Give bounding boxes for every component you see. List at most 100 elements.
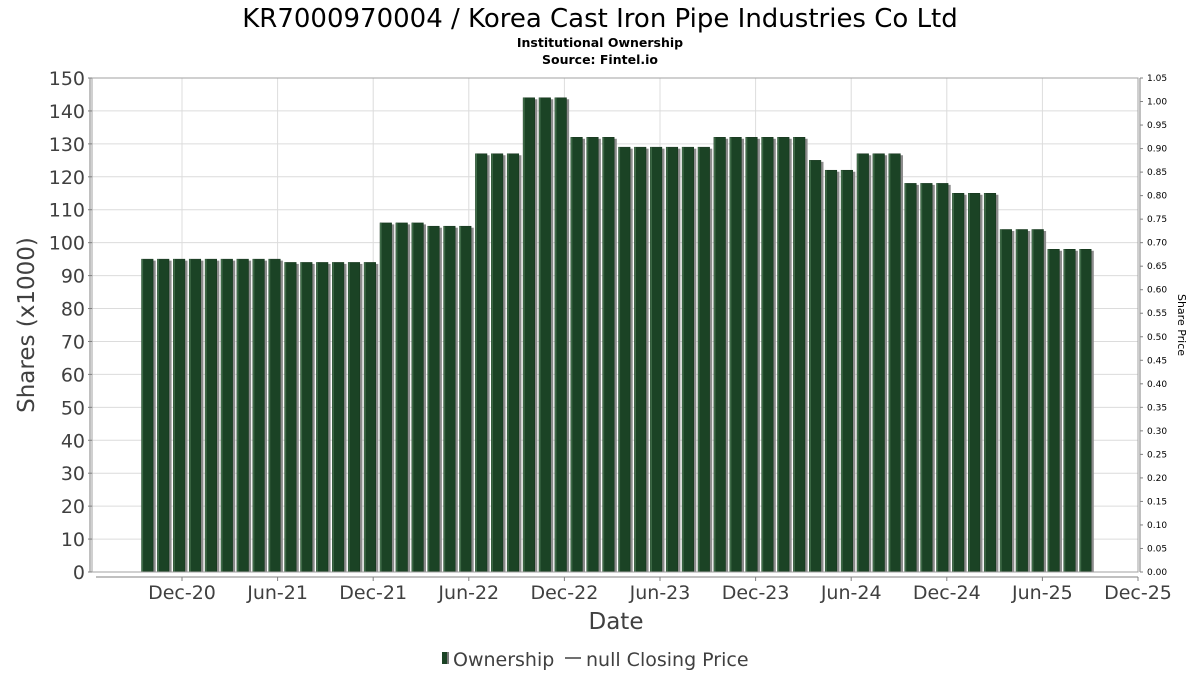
ownership-bar xyxy=(252,258,267,573)
bar-highlight xyxy=(141,259,144,572)
ownership-bar xyxy=(618,146,633,573)
right-tick-label: 1.00 xyxy=(1147,98,1167,108)
ownership-bar xyxy=(968,193,983,573)
bar-body xyxy=(141,258,154,573)
right-tick-label: 0.15 xyxy=(1147,497,1167,507)
ownership-bar xyxy=(856,153,872,573)
x-tick-label: Dec-25 xyxy=(1104,582,1172,604)
bar-body xyxy=(252,258,265,573)
bar-body xyxy=(793,137,806,573)
x-tick-label: Jun-25 xyxy=(1011,582,1073,604)
legend: Ownership null Closing Price xyxy=(442,649,749,671)
bar-highlight xyxy=(1000,229,1002,572)
bar-highlight xyxy=(729,137,732,572)
ownership-bar xyxy=(411,222,426,573)
bar-body xyxy=(681,146,694,573)
bar-body xyxy=(1015,229,1028,573)
bar-body xyxy=(761,137,774,573)
bar-highlight xyxy=(189,259,191,572)
y-tick-label: 80 xyxy=(61,299,85,321)
bar-body xyxy=(777,137,790,573)
y-tick-label: 120 xyxy=(49,167,85,189)
bar-body xyxy=(904,183,917,573)
ownership-bar xyxy=(204,258,220,573)
bar-body xyxy=(618,146,631,573)
x-axis-label: Date xyxy=(589,609,644,635)
bar-body xyxy=(1031,229,1044,573)
bar-highlight xyxy=(745,137,748,572)
x-tick-label: Jun-23 xyxy=(629,582,691,604)
bar-body xyxy=(491,153,504,573)
bar-body xyxy=(522,97,535,573)
right-tick-label: 0.05 xyxy=(1147,544,1167,554)
y-tick-label: 10 xyxy=(61,529,85,551)
y-tick-label: 100 xyxy=(49,233,85,255)
bar-body xyxy=(204,258,217,573)
bar-body xyxy=(316,262,329,573)
y-tick-label: 40 xyxy=(61,430,85,452)
ownership-bar xyxy=(395,222,411,573)
bar-body xyxy=(570,137,583,573)
ownership-bar xyxy=(872,153,888,573)
bar-highlight xyxy=(221,259,223,572)
right-tick-label: 0.90 xyxy=(1147,145,1167,155)
bar-body xyxy=(745,137,758,573)
bar-highlight xyxy=(809,160,811,573)
bar-highlight xyxy=(666,147,668,572)
bar-highlight xyxy=(443,226,446,572)
ownership-bar xyxy=(538,97,554,573)
ownership-bar xyxy=(491,153,506,573)
ownership-bar xyxy=(347,262,363,573)
right-tick-label: 0.30 xyxy=(1147,427,1167,437)
bar-highlight xyxy=(682,147,684,572)
bar-body xyxy=(983,193,997,573)
y-tick-label: 110 xyxy=(49,200,85,222)
x-tick-label: Jun-24 xyxy=(820,582,882,604)
bar-highlight xyxy=(395,222,398,572)
ownership-bar xyxy=(1079,249,1094,573)
bar-body xyxy=(332,262,345,573)
bar-highlight xyxy=(236,259,239,572)
ownership-bar xyxy=(681,146,697,573)
bar-body xyxy=(968,193,981,573)
bar-body xyxy=(443,225,456,573)
bar-body xyxy=(602,137,615,573)
ownership-bar xyxy=(634,146,649,573)
right-tick-label: 0.45 xyxy=(1147,356,1167,366)
bar-highlight xyxy=(411,222,414,572)
right-tick-label: 0.25 xyxy=(1147,450,1167,460)
bar-highlight xyxy=(936,183,939,573)
bar-body xyxy=(411,222,424,573)
bar-highlight xyxy=(475,153,477,572)
bar-body xyxy=(427,225,440,573)
bar-body xyxy=(665,146,679,573)
ownership-bar xyxy=(761,137,776,573)
ownership-bar xyxy=(809,160,824,573)
bar-highlight xyxy=(300,262,303,572)
y-tick-label: 30 xyxy=(61,463,85,485)
ownership-bar xyxy=(602,137,617,573)
bar-body xyxy=(952,193,965,573)
bar-body xyxy=(347,262,361,573)
right-tick-label: 0.65 xyxy=(1147,262,1167,272)
bar-highlight xyxy=(1031,229,1034,572)
ownership-bar xyxy=(443,225,458,573)
ownership-bar xyxy=(1015,229,1031,573)
y-tick-label: 90 xyxy=(61,266,85,288)
x-axis-ticks: Dec-20 Jun-21 Dec-21 Jun-22 Dec-22 Jun-23 Dec-… xyxy=(148,577,1172,604)
bar-highlight xyxy=(380,222,382,572)
bar-highlight xyxy=(157,259,159,572)
ownership-bar xyxy=(793,137,808,573)
bar-body xyxy=(697,146,710,573)
chart-title: KR7000970004 / Korea Cast Iron Pipe Indu… xyxy=(242,4,958,34)
ownership-bar xyxy=(427,225,442,573)
ownership-bar xyxy=(777,137,792,573)
ownership-bar xyxy=(554,97,570,573)
right-axis-ticks: 0.00 0.05 0.10 0.15 0.20 0.25 0.30 0.35 0.40 0.45… xyxy=(1140,74,1167,578)
bar-body xyxy=(888,153,901,573)
bar-body xyxy=(220,258,233,573)
x-tick-label: Dec-22 xyxy=(530,582,598,604)
ownership-bar xyxy=(840,169,856,573)
y-axis-ticks: 0 10 20 30 40 50 60 70 80 90 100 110 120 130 140 150 xyxy=(49,68,92,584)
